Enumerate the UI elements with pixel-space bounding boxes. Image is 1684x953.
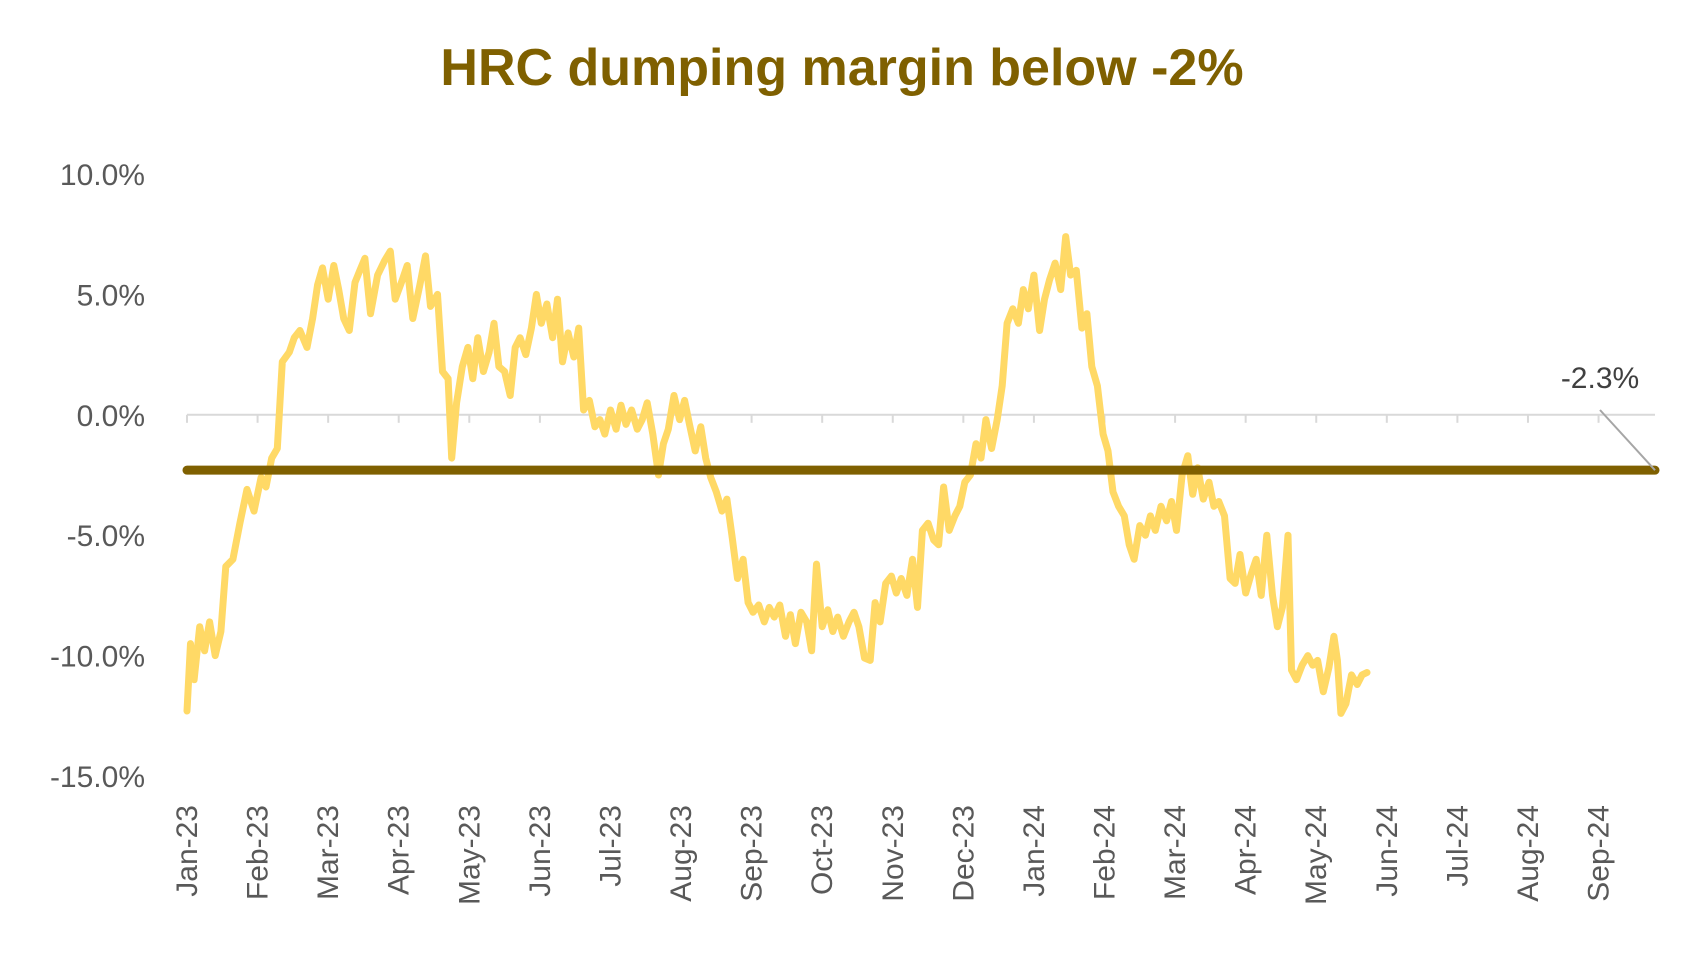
y-tick-label: -10.0% bbox=[50, 641, 145, 674]
x-tick-label: Aug-24 bbox=[1512, 805, 1545, 902]
x-tick-label: Jul-24 bbox=[1441, 805, 1474, 887]
x-axis: Jan-23 Feb-23 Mar-23 Apr-23 May-23 Jun-23 Jul-… bbox=[171, 805, 1616, 905]
x-tick-label: Jan-23 bbox=[171, 805, 204, 897]
y-tick-label: 5.0% bbox=[77, 279, 145, 312]
y-tick-label: -5.0% bbox=[67, 520, 145, 553]
x-axis-tick-marks bbox=[186, 414, 1600, 423]
x-tick-label: Jul-23 bbox=[594, 805, 627, 887]
x-tick-label: Feb-24 bbox=[1089, 805, 1122, 900]
x-tick-label: Nov-23 bbox=[877, 805, 910, 902]
x-tick-label: Dec-23 bbox=[947, 805, 980, 902]
annotation-leader-line bbox=[1599, 409, 1656, 471]
x-tick-label: Feb-23 bbox=[242, 805, 275, 900]
x-tick-label: Sep-24 bbox=[1583, 805, 1616, 902]
y-axis: 10.0% 5.0% 0.0% -5.0% -10.0% -15.0% bbox=[50, 159, 145, 794]
x-tick-label: Apr-24 bbox=[1230, 805, 1263, 895]
x-tick-label: Aug-23 bbox=[665, 805, 698, 902]
x-tick-label: Oct-23 bbox=[806, 805, 839, 895]
annotation-label: -2.3% bbox=[1561, 362, 1639, 395]
chart-title: HRC dumping margin below -2% bbox=[440, 39, 1244, 97]
y-tick-label: -15.0% bbox=[50, 761, 145, 794]
x-tick-label: Jun-24 bbox=[1371, 805, 1404, 897]
series-line-dumping-margin bbox=[183, 233, 1371, 717]
x-tick-label: Mar-24 bbox=[1159, 805, 1192, 900]
x-tick-label: May-23 bbox=[453, 805, 486, 905]
x-tick-label: May-24 bbox=[1300, 805, 1333, 905]
y-tick-label: 10.0% bbox=[60, 159, 145, 192]
x-tick-label: Jan-24 bbox=[1018, 805, 1051, 897]
x-tick-label: Jun-23 bbox=[524, 805, 557, 897]
x-tick-label: Apr-23 bbox=[383, 805, 416, 895]
x-tick-label: Mar-23 bbox=[312, 805, 345, 900]
y-tick-label: 0.0% bbox=[77, 400, 145, 433]
x-tick-label: Sep-23 bbox=[736, 805, 769, 902]
